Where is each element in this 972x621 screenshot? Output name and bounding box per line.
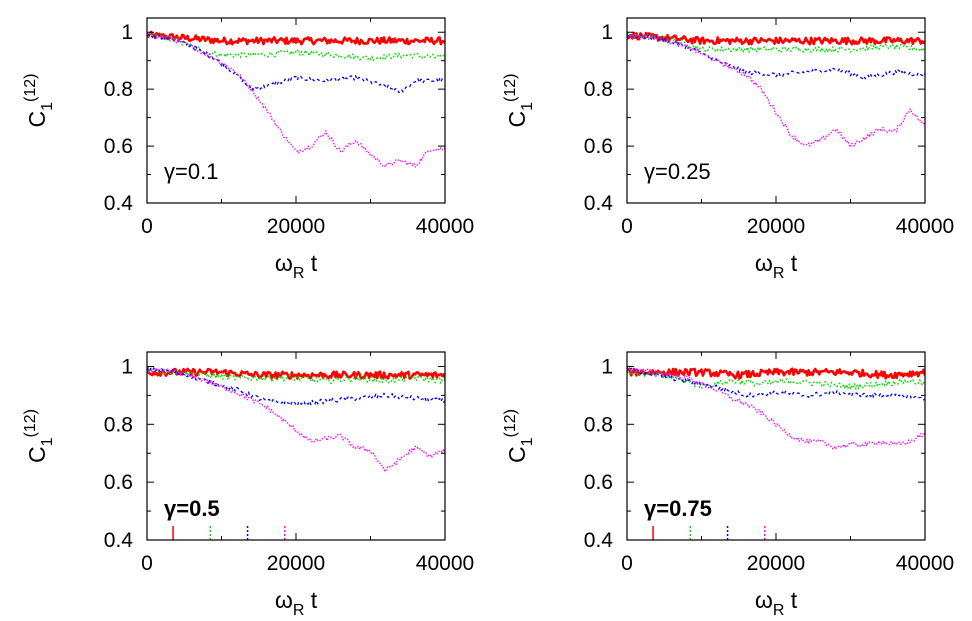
series-line-4 — [627, 366, 925, 450]
gamma-annotation: γ=0.1 — [164, 159, 218, 184]
gamma-annotation: γ=0.75 — [644, 496, 712, 521]
y-tick-label: 0.8 — [584, 413, 613, 436]
y-tick-label: 0.6 — [104, 471, 133, 494]
x-tick-label: 40000 — [896, 215, 954, 238]
y-tick-label: 1 — [601, 355, 613, 378]
series-line-3 — [627, 33, 925, 80]
x-axis-label: ωR t — [755, 587, 798, 619]
y-tick-label: 0.6 — [584, 471, 613, 494]
y-axis-label: C1(12) — [22, 409, 56, 463]
series-line-2 — [147, 32, 445, 62]
y-tick-label: 0.8 — [104, 78, 133, 101]
x-tick-label: 40000 — [416, 552, 474, 575]
series-line-2 — [627, 369, 925, 390]
x-tick-label: 20000 — [747, 552, 805, 575]
x-tick-label: 40000 — [416, 215, 474, 238]
series-line-4 — [627, 33, 925, 148]
y-tick-label: 0.8 — [584, 78, 613, 101]
y-tick-label: 0.4 — [584, 192, 614, 215]
y-tick-label: 0.6 — [584, 135, 613, 158]
series-group — [147, 30, 445, 168]
x-tick-label: 20000 — [267, 552, 325, 575]
y-axis-label: C1(12) — [502, 74, 536, 128]
y-tick-label: 1 — [121, 21, 133, 44]
y-tick-label: 1 — [601, 21, 613, 44]
y-axis-label: C1(12) — [22, 74, 56, 128]
series-line-3 — [627, 366, 925, 401]
series-line-4 — [147, 32, 445, 168]
series-line-3 — [147, 366, 445, 407]
x-axis-label: ωR t — [275, 250, 318, 282]
series-line-4 — [147, 367, 445, 473]
series-group — [147, 366, 445, 473]
gamma-annotation: γ=0.25 — [644, 159, 711, 184]
y-tick-label: 0.8 — [104, 413, 133, 436]
y-axis-label: C1(12) — [502, 409, 536, 463]
x-tick-label: 20000 — [747, 215, 805, 238]
y-tick-label: 0.4 — [104, 192, 134, 215]
series-group — [627, 31, 925, 148]
x-tick-label: 0 — [141, 552, 153, 575]
gamma-annotation: γ=0.5 — [164, 496, 220, 521]
x-axis-label: ωR t — [755, 250, 798, 282]
y-tick-label: 0.4 — [584, 529, 614, 552]
x-tick-label: 0 — [621, 552, 633, 575]
series-line-2 — [627, 31, 925, 53]
x-axis-label: ωR t — [275, 587, 318, 619]
series-line-1 — [627, 31, 925, 46]
x-tick-label: 0 — [621, 215, 633, 238]
series-line-3 — [147, 33, 445, 94]
series-line-1 — [147, 30, 445, 46]
series-group — [627, 366, 925, 450]
chart-panel-2: 0 20000 40000 0.4 0.6 0.8 1 ωR t C1(12) γ=0.25 — [502, 17, 954, 282]
y-tick-label: 1 — [121, 355, 133, 378]
x-tick-label: 0 — [141, 215, 153, 238]
chart-panel-4: 0 20000 40000 0.4 0.6 0.8 1 ωR t C1(12) γ=0.75 — [502, 351, 954, 619]
series-line-1 — [147, 367, 445, 380]
series-line-2 — [147, 367, 445, 384]
chart-panel-1: 0 20000 40000 0.4 0.6 0.8 1 ωR t C1(12) γ=0.1 — [22, 17, 474, 282]
x-tick-label: 40000 — [896, 552, 954, 575]
y-tick-label: 0.6 — [104, 135, 133, 158]
series-line-1 — [627, 367, 925, 380]
chart-panel-3: 0 20000 40000 0.4 0.6 0.8 1 ωR t C1(12) γ=0.5 — [22, 351, 474, 619]
x-tick-label: 20000 — [267, 215, 325, 238]
y-tick-label: 0.4 — [104, 529, 134, 552]
